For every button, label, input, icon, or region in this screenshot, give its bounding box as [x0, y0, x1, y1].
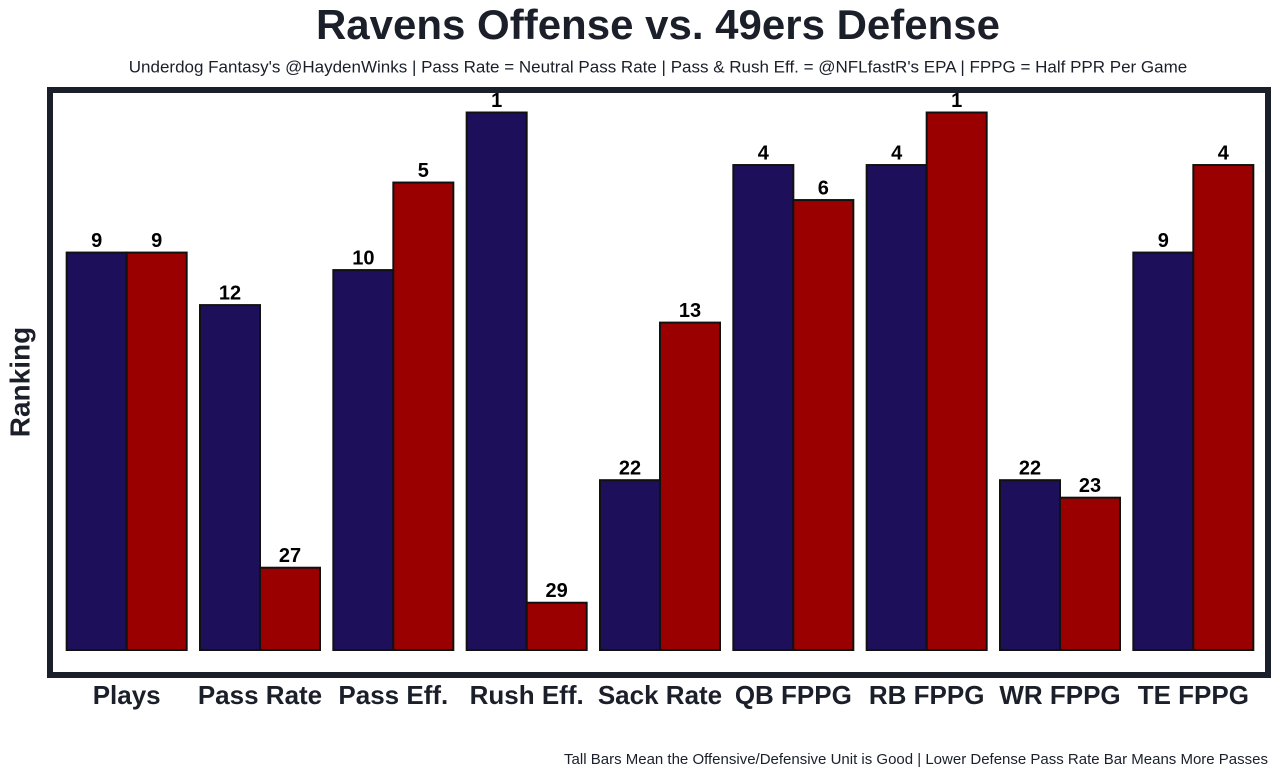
plot-frame	[47, 87, 1271, 678]
bar	[925, 111, 988, 652]
x-tick-label: WR FPPG	[999, 680, 1120, 710]
bar	[125, 251, 188, 651]
x-tick-label: Pass Eff.	[338, 680, 448, 710]
value-label: 4	[758, 142, 770, 164]
chart-title: Ravens Offense vs. 49ers Defense	[316, 1, 1000, 48]
value-label: 5	[418, 160, 429, 182]
value-label: 22	[619, 457, 641, 479]
bar	[259, 566, 321, 652]
bar	[65, 251, 128, 651]
value-label: 10	[352, 247, 374, 269]
x-tick-label: Sack Rate	[598, 680, 722, 710]
value-label: 22	[1019, 457, 1041, 479]
value-label: 9	[1158, 230, 1169, 252]
value-label: 9	[91, 230, 102, 252]
x-tick-label: Plays	[93, 680, 161, 710]
value-label: 23	[1079, 475, 1101, 497]
bar	[392, 181, 455, 651]
value-label: 1	[491, 90, 502, 112]
bar	[599, 479, 661, 651]
chart-subtitle: Underdog Fantasy's @HaydenWinks | Pass R…	[129, 57, 1187, 76]
value-label: 13	[679, 300, 701, 322]
value-label: 27	[279, 545, 301, 567]
value-label: 9	[151, 230, 162, 252]
value-label: 6	[818, 177, 829, 199]
x-tick-label: TE FPPG	[1138, 680, 1249, 710]
y-axis-label: Ranking	[4, 327, 35, 437]
x-tick-label: Rush Eff.	[470, 680, 584, 710]
bar	[525, 601, 588, 651]
bar	[999, 479, 1061, 651]
bar	[465, 111, 528, 652]
value-label: 12	[219, 282, 241, 304]
x-tick-label: RB FPPG	[869, 680, 985, 710]
bar	[1059, 496, 1121, 652]
x-tick-label: QB FPPG	[735, 680, 852, 710]
bar	[332, 269, 395, 651]
value-label: 4	[1218, 142, 1230, 164]
value-label: 4	[891, 142, 903, 164]
bar	[659, 321, 721, 651]
bar	[792, 199, 855, 651]
bar	[199, 304, 261, 651]
footnote: Tall Bars Mean the Offensive/Defensive U…	[564, 751, 1268, 768]
value-label: 29	[546, 580, 568, 602]
bar	[732, 164, 795, 651]
value-label: 1	[951, 90, 962, 112]
bar	[1192, 164, 1255, 651]
bar	[865, 164, 928, 651]
bar	[1132, 251, 1195, 651]
x-tick-label: Pass Rate	[198, 680, 322, 710]
